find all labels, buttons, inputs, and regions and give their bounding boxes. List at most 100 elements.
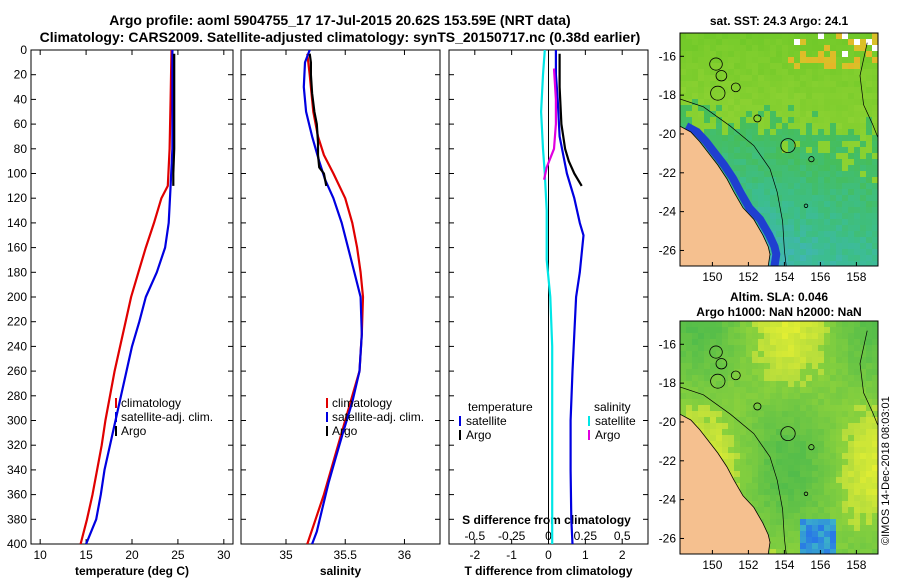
map-cell	[824, 549, 831, 554]
map-cell	[734, 453, 741, 460]
map-cell	[770, 159, 777, 166]
map-cell	[860, 207, 867, 214]
map-cell	[800, 399, 807, 406]
map-cell	[752, 99, 759, 106]
map-cell	[782, 51, 789, 58]
map-cell	[848, 171, 855, 178]
map-cell	[848, 45, 855, 52]
map-cell	[848, 183, 855, 190]
map-cell	[782, 501, 789, 508]
map-cell	[764, 33, 771, 40]
map-cell	[800, 39, 807, 46]
map-cell	[818, 369, 825, 376]
map-cell	[758, 375, 765, 382]
map-cell	[698, 321, 705, 328]
map-cell	[854, 81, 861, 88]
map-cell	[764, 489, 771, 496]
map-cell	[794, 213, 801, 220]
map-cell	[800, 501, 807, 508]
map-cell	[866, 375, 873, 382]
y-tick-label: 340	[7, 463, 27, 477]
map-cell	[812, 549, 819, 554]
map-cell	[770, 135, 777, 142]
map-cell	[854, 345, 861, 352]
map-cell	[788, 531, 795, 538]
map-cell	[830, 525, 837, 532]
map-cell	[728, 333, 735, 340]
map-cell	[842, 333, 849, 340]
map-cell	[866, 147, 873, 154]
map-cell	[770, 393, 777, 400]
map-cell	[794, 393, 801, 400]
map-cell	[800, 453, 807, 460]
map-cell	[854, 363, 861, 370]
map-cell	[836, 399, 843, 406]
map-cell	[848, 501, 855, 508]
map-cell	[848, 177, 855, 184]
map-cell	[872, 255, 878, 262]
reef-outline	[780, 426, 796, 442]
map-cell	[842, 525, 849, 532]
map-cell	[746, 33, 753, 40]
map-cell	[836, 93, 843, 100]
map-cell	[866, 57, 873, 64]
map-cell	[692, 387, 699, 394]
map-cell	[806, 447, 813, 454]
map-cell	[800, 255, 807, 262]
map-cell	[782, 63, 789, 70]
map-cell	[830, 123, 837, 130]
map-cell	[776, 147, 783, 154]
map-cell	[824, 393, 831, 400]
map-cell	[860, 141, 867, 148]
map-cell	[842, 195, 849, 202]
map-cell	[812, 171, 819, 178]
map-cell	[722, 459, 729, 466]
map-cell	[764, 429, 771, 436]
map-cell	[830, 153, 837, 160]
map-cell	[800, 441, 807, 448]
map-cell	[746, 105, 753, 112]
map-cell	[782, 249, 789, 256]
map-cell	[764, 57, 771, 64]
map-cell	[806, 333, 813, 340]
map-cell	[800, 393, 807, 400]
map-cell	[860, 525, 867, 532]
map-cell	[818, 327, 825, 334]
map-cell	[680, 63, 687, 70]
map-cell	[776, 453, 783, 460]
map-cell	[812, 207, 819, 214]
map-cell	[830, 51, 837, 58]
map-cell	[800, 117, 807, 124]
map-cell	[686, 405, 693, 412]
map-cell	[806, 255, 813, 262]
map-cell	[824, 495, 831, 502]
map-cell	[800, 69, 807, 76]
map-cell	[764, 423, 771, 430]
map-cell	[758, 321, 765, 328]
map-cell	[758, 429, 765, 436]
map-cell	[812, 159, 819, 166]
map-cell	[788, 417, 795, 424]
map-cell	[782, 327, 789, 334]
map-cell	[770, 57, 777, 64]
lat-tick-label: -20	[659, 415, 677, 429]
map-cell	[764, 321, 771, 328]
map-cell	[854, 195, 861, 202]
y-tick-label: 320	[7, 438, 27, 452]
map-cell	[770, 201, 777, 208]
map-cell	[860, 513, 867, 520]
map-cell	[788, 93, 795, 100]
map-cell	[848, 507, 855, 514]
map-cell	[842, 243, 849, 250]
map-cell	[812, 411, 819, 418]
map-cell	[800, 417, 807, 424]
map-cell	[686, 75, 693, 82]
map-cell	[866, 525, 873, 532]
map-cell	[812, 459, 819, 466]
map-cell	[836, 39, 843, 46]
map-cell	[848, 513, 855, 520]
map-cell	[830, 165, 837, 172]
map-cell	[866, 471, 873, 478]
map-cell	[770, 189, 777, 196]
map-cell	[740, 81, 747, 88]
